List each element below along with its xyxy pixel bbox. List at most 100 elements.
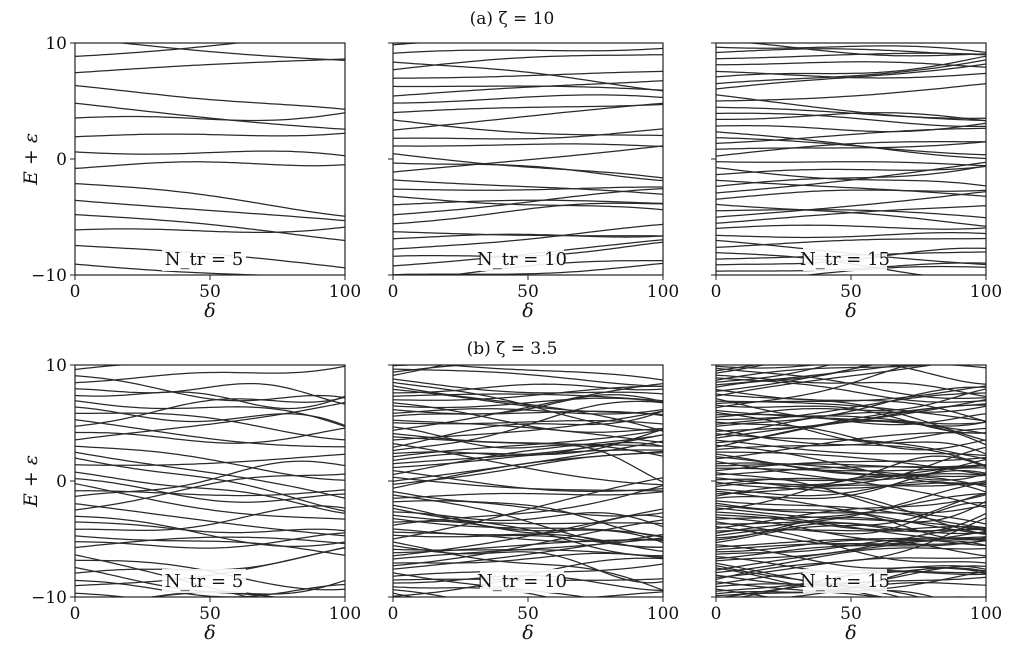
x-tick-label: 0 [70, 282, 81, 302]
level-curve [393, 80, 663, 97]
level-curve [393, 441, 663, 457]
level-curve [393, 47, 663, 54]
level-curve [393, 119, 663, 137]
level-curve [393, 397, 663, 409]
level-curve [393, 589, 449, 597]
level-curve [716, 421, 986, 451]
x-axis-label: δ [845, 300, 856, 322]
level-curve [393, 469, 663, 493]
x-tick-label: 100 [329, 604, 361, 624]
level-curve [716, 481, 986, 534]
level-curve [393, 432, 663, 457]
level-curve [393, 408, 663, 417]
x-tick-label: 100 [970, 282, 1002, 302]
annotation-bg [162, 569, 246, 593]
level-curve [716, 365, 986, 385]
level-curve [393, 504, 663, 544]
annotation-bg [803, 569, 887, 593]
level-curve [716, 165, 986, 188]
level-curve [393, 385, 663, 401]
x-axis-label: δ [522, 300, 533, 322]
level-curve [75, 406, 345, 427]
level-curve [716, 106, 986, 120]
level-curve [393, 544, 663, 584]
level-curve [716, 453, 986, 476]
level-curve [393, 262, 663, 275]
level-curve [75, 521, 345, 534]
level-curve [75, 505, 345, 532]
y-tick-label: 0 [56, 472, 67, 492]
level-curve [75, 445, 345, 481]
level-curve [716, 527, 986, 532]
level-curve [393, 34, 663, 41]
level-curve [393, 442, 663, 486]
level-curve [393, 490, 663, 538]
level-curve [744, 43, 986, 57]
level-curve [716, 502, 986, 541]
x-axis-label: δ [845, 622, 856, 644]
level-curve [75, 471, 345, 515]
ntr-annotation: N_tr = 15 [800, 249, 890, 270]
level-curve [716, 405, 986, 437]
level-curve [393, 94, 663, 104]
level-curve [716, 507, 986, 532]
level-curve [716, 365, 876, 393]
annotation-bg [803, 247, 887, 271]
level-curve [393, 202, 663, 225]
level-curve [716, 365, 934, 381]
level-curve [716, 428, 986, 467]
level-curve [393, 408, 663, 415]
level-curve [393, 186, 663, 191]
y-tick-label: 10 [45, 34, 67, 54]
level-curve [393, 494, 663, 548]
level-curve [716, 161, 986, 167]
level-curve [393, 517, 663, 538]
level-curve [716, 400, 986, 422]
level-curve [75, 199, 345, 222]
level-curve [716, 392, 986, 425]
level-curve [393, 400, 663, 452]
level-curve [716, 539, 986, 557]
level-curve [716, 189, 986, 200]
y-tick-label: −10 [31, 588, 67, 608]
level-curve [716, 427, 986, 451]
level-curve [75, 150, 345, 157]
level-curve [716, 544, 986, 570]
level-curve [393, 195, 663, 211]
level-curve [75, 132, 345, 138]
level-curve [716, 460, 986, 509]
level-curve [589, 591, 663, 597]
level-curve [75, 102, 345, 130]
level-curve [393, 531, 663, 543]
panel-1-2: 0 50 100 δ N_tr = 15 [711, 364, 1002, 644]
level-curve [393, 385, 663, 432]
level-curve [393, 428, 663, 462]
level-curves [393, 34, 663, 275]
level-curve [75, 323, 345, 357]
ntr-annotation: N_tr = 15 [800, 571, 890, 592]
level-curve [716, 365, 935, 397]
level-curve [75, 84, 345, 111]
level-curve [716, 500, 986, 529]
level-curve [716, 393, 986, 442]
level-curve [75, 400, 345, 428]
level-curve [393, 103, 663, 114]
level-curve [393, 434, 663, 476]
level-curve [393, 426, 663, 483]
annotation-bg [480, 247, 564, 271]
x-tick-label: 50 [840, 604, 862, 624]
level-curve [716, 140, 986, 157]
ntr-annotation: N_tr = 5 [165, 571, 244, 592]
level-curves [393, 365, 663, 597]
level-curve [393, 383, 663, 394]
x-tick-label: 0 [711, 604, 722, 624]
level-curve [716, 480, 986, 495]
level-curve [716, 456, 986, 472]
level-curve [393, 70, 663, 79]
x-tick-label: 0 [388, 604, 399, 624]
level-curve [716, 94, 986, 122]
level-curve [393, 128, 663, 140]
level-curve [75, 503, 345, 537]
level-curve [75, 515, 345, 548]
level-curve [75, 391, 345, 410]
